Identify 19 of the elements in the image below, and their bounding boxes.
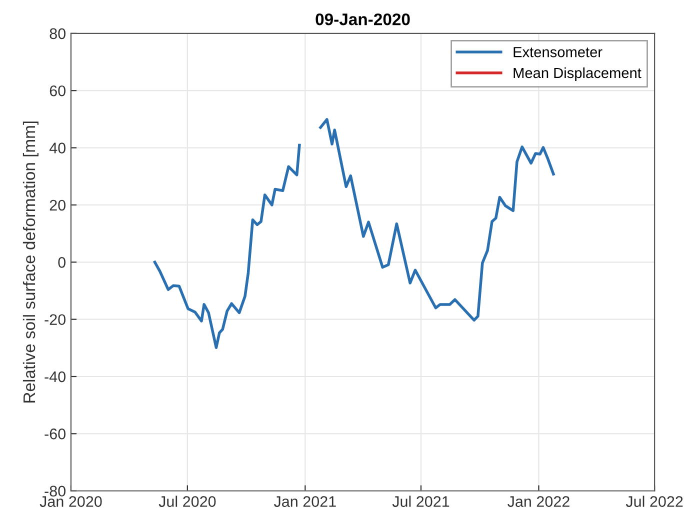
x-tick-label: Jul 2022: [626, 496, 683, 507]
y-tick-label: 20: [50, 200, 66, 211]
chart-title: 09-Jan-2020: [316, 13, 410, 26]
y-tick-label: -20: [44, 314, 66, 326]
y-tick-label: -80: [44, 486, 66, 497]
y-axis-title: Relative soil surface deformation [mm]: [22, 122, 38, 402]
y-tick-label: -60: [44, 428, 66, 440]
x-tick-label: Jan 2020: [40, 496, 102, 507]
y-tick-label: 80: [50, 28, 66, 40]
y-tick-label: 60: [50, 85, 66, 96]
x-tick-label: Jul 2021: [392, 496, 450, 507]
y-tick-label: 40: [49, 142, 66, 154]
x-tick-label: Jan 2021: [274, 496, 336, 507]
y-tick-label: -40: [44, 371, 66, 382]
x-tick-label: Jul 2020: [158, 496, 216, 507]
legend-label: Extensometer: [514, 47, 602, 58]
y-tick-label: 0: [58, 257, 66, 268]
x-tick-label: Jan 2022: [508, 496, 570, 507]
legend-label: Mean Displacement: [514, 67, 642, 82]
